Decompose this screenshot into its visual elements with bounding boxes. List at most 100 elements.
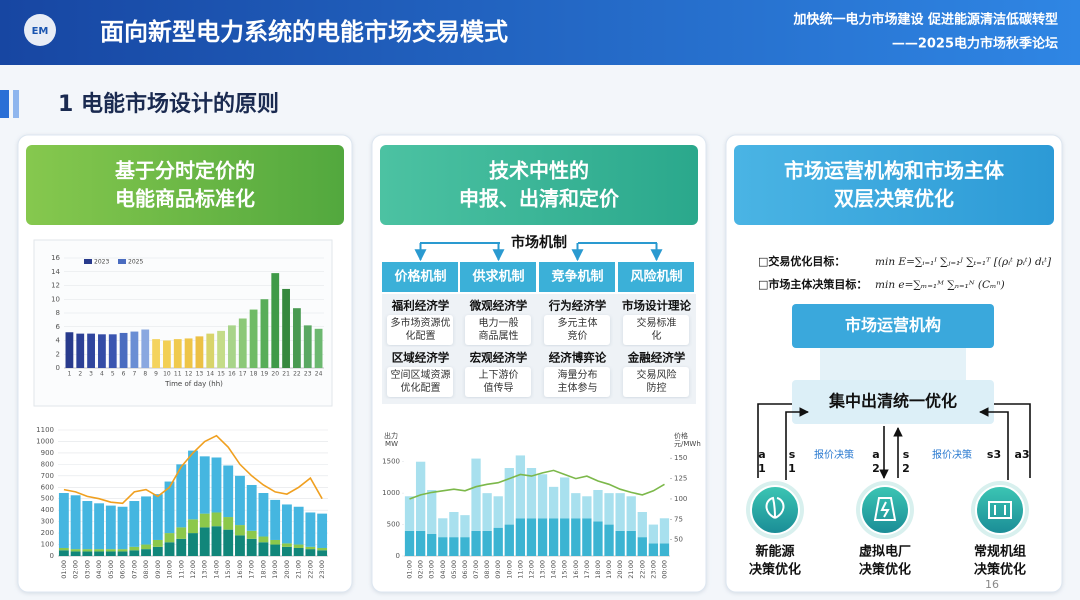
- bar: [173, 339, 182, 368]
- line-series: [409, 469, 665, 500]
- bar-segment: [659, 518, 670, 544]
- bar-segment: [211, 457, 222, 513]
- cell-text: 化配置: [406, 329, 436, 342]
- x-tick-label: 17:00: [583, 560, 591, 579]
- x-tick-label: 03:00: [428, 560, 436, 579]
- header-band: [0, 0, 1080, 65]
- icon-glyph: [873, 497, 897, 521]
- bar: [108, 334, 117, 368]
- bar-segment: [593, 490, 603, 522]
- bar-segment: [129, 501, 140, 547]
- x-tick-label: 20: [271, 371, 279, 378]
- x-tick-label: 2: [78, 371, 82, 378]
- bar-segment: [117, 506, 128, 550]
- bar-segment: [305, 546, 316, 550]
- x-tick-label: 18:00: [594, 560, 602, 579]
- bar-segment: [58, 550, 69, 556]
- bar-segment: [415, 530, 426, 556]
- operator-box: [792, 304, 994, 348]
- x-tick-label: 18: [250, 371, 258, 378]
- y-tick-label: 1100: [36, 426, 54, 434]
- x-tick-label: 02:00: [417, 560, 425, 579]
- bar-segment: [482, 530, 492, 556]
- y-tick-label: 800: [41, 460, 54, 468]
- x-tick-label: 08:00: [483, 560, 491, 579]
- y-tick-label: 8: [56, 309, 60, 317]
- x-tick-label: 22:00: [306, 560, 314, 579]
- cell-box: [387, 315, 453, 345]
- bar: [282, 288, 290, 368]
- y-tick-label: 300: [41, 518, 54, 526]
- heading-line: 电能商品标准化: [115, 187, 255, 211]
- x-tick-label: 01:00: [406, 560, 414, 579]
- y2-tick-label: 100: [674, 495, 687, 503]
- bar-segment: [199, 527, 210, 556]
- y-tick-label: 500: [387, 521, 400, 529]
- x-tick-label: 15:00: [224, 560, 232, 579]
- mechanism-box: [539, 262, 615, 292]
- bar-segment: [246, 530, 257, 539]
- x-tick-label: 23:00: [318, 560, 326, 579]
- bar: [303, 325, 312, 368]
- bar-segment: [176, 527, 187, 539]
- x-tick-label: 13:00: [539, 560, 547, 579]
- x-tick-label: 20:00: [616, 560, 624, 579]
- x-tick-label: 10:00: [505, 560, 513, 579]
- x-tick-label: 16:00: [236, 560, 244, 579]
- x-tick-label: 04:00: [95, 560, 103, 579]
- y-tick-label: 500: [41, 495, 54, 503]
- x-tick-label: 22:00: [638, 560, 646, 579]
- x-tick-label: 11:00: [516, 560, 524, 579]
- x-tick-label: 14:00: [550, 560, 558, 579]
- bar-segment: [604, 493, 614, 525]
- bar-segment: [571, 518, 581, 556]
- y-tick-label: 0: [56, 364, 60, 372]
- bar-segment: [438, 518, 448, 538]
- bar-segment: [70, 551, 81, 556]
- bar: [228, 325, 236, 368]
- bid-label: 报价决策: [932, 448, 972, 461]
- bar-segment: [246, 484, 257, 531]
- cell-title: 福利经济学: [391, 299, 450, 313]
- bar-segment: [211, 512, 222, 527]
- agent-icon: [975, 485, 1025, 535]
- bar-segment: [188, 519, 198, 534]
- bar-segment: [281, 543, 292, 547]
- y2-axis-title: 元/MWh: [674, 440, 701, 448]
- bar-segment: [449, 537, 459, 556]
- y-tick-label: 10: [51, 295, 60, 303]
- bar-segment: [626, 530, 636, 556]
- bar-segment: [211, 526, 222, 556]
- x-tick-label: 19:00: [605, 560, 613, 579]
- bar: [293, 308, 301, 368]
- bar: [184, 338, 193, 368]
- cell-title: 经济博弈论: [549, 351, 607, 365]
- page-number: 16: [985, 578, 999, 591]
- goal-formula: min e=∑ₘ₌₁ᴹ ∑ₙ₌₁ᴺ (Cₘⁿ): [875, 279, 1005, 291]
- goal-formula: min E=∑ᵢ₌₁ᴵ ∑ⱼ₌₁ᴶ ∑ₜ₌₁ᵀ [(ρᵢᵗ pᵢᵗ) dₜᵗ]: [875, 256, 1052, 268]
- x-tick-label: 00:00: [660, 560, 668, 579]
- cell-text: 多市场资源优: [391, 316, 451, 329]
- x-tick-label: 15:00: [561, 560, 569, 579]
- link-label: a: [872, 448, 879, 461]
- x-tick-label: 11:00: [177, 560, 185, 579]
- bar-segment: [199, 513, 210, 528]
- x-tick-label: 04:00: [439, 560, 447, 579]
- bar-segment: [537, 518, 548, 556]
- root-label: 市场机制: [511, 234, 567, 251]
- cell-text: 海量分布: [558, 368, 598, 381]
- logo-text: EM: [32, 26, 49, 37]
- goal-label: □交易优化目标：: [758, 254, 845, 268]
- x-tick-label: 18:00: [259, 560, 267, 579]
- x-tick-label: 06:00: [119, 560, 127, 579]
- cell-text: 商品属性: [479, 329, 519, 342]
- mechanism-label: 风险机制: [630, 269, 682, 285]
- bar-segment: [648, 543, 659, 556]
- bar-segment: [223, 529, 234, 556]
- bar-segment: [176, 464, 187, 528]
- y-tick-label: 1000: [382, 489, 400, 497]
- icon-glyph: [765, 496, 785, 519]
- cell-title: 微观经济学: [469, 299, 528, 313]
